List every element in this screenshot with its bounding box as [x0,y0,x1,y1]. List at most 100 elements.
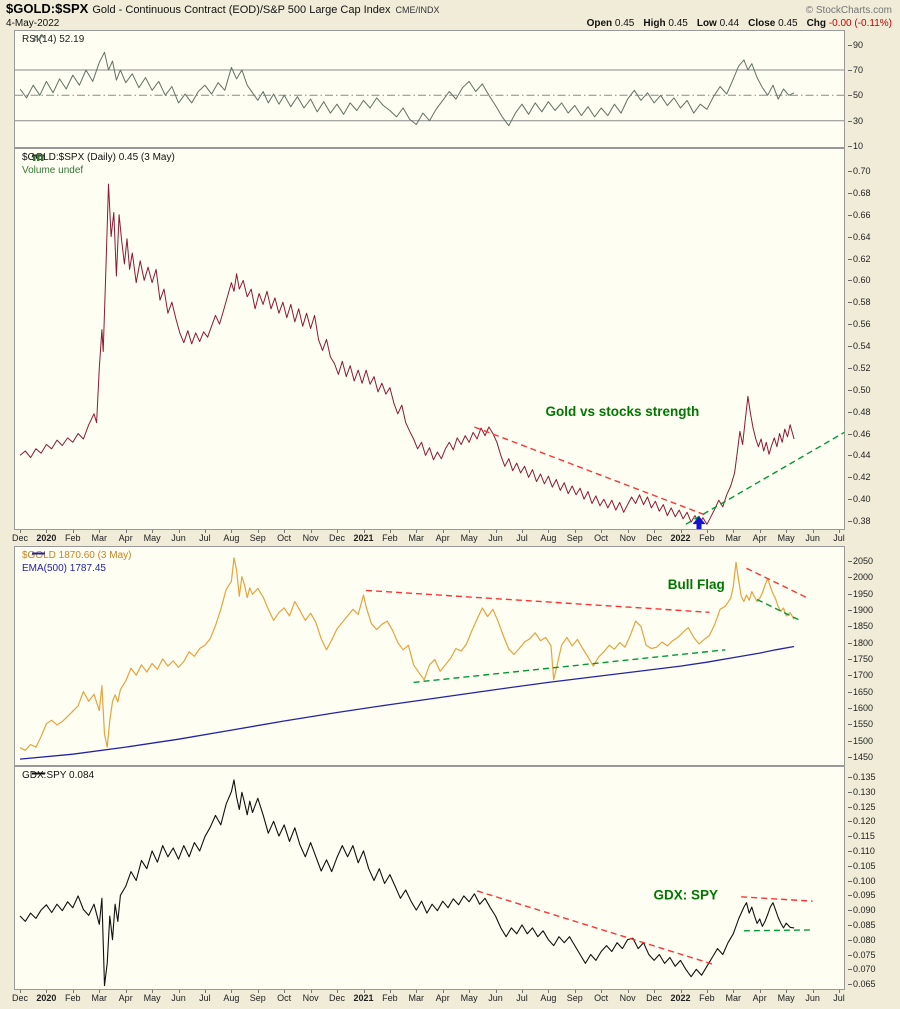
quote-low: Low 0.44 [696,18,740,29]
x-axis-label: May [143,993,161,1003]
x-axis-label: Nov [302,993,319,1003]
rsi-y-axis: 90 70 50 30 10 [847,30,900,151]
x-axis-label: Nov [302,533,319,543]
x-axis-label: Jun [488,533,503,543]
x-axis-label: Oct [277,993,292,1003]
x-axis-tick [337,990,338,993]
gold-plot: Bull Flag [14,546,845,766]
y-axis-tick-label: 0.52 [848,362,871,373]
gold-legend: $GOLD 1870.60 (3 May) EMA(500) 1787.45 [18,549,132,575]
x-axis-label: Sep [249,993,266,1003]
x-axis-tick [601,990,603,993]
quote-close: Close 0.45 [748,18,798,29]
copyright-notice: © StockCharts.com [805,5,892,16]
y-axis-tick-label: 1950 [847,588,874,599]
x-axis-label: Feb [65,533,81,543]
x-axis-tick [733,530,735,533]
x-axis-tick [786,530,788,533]
x-axis-tick [627,990,629,993]
x-axis-tick [20,990,21,993]
x-axis-tick [733,990,735,993]
quote-high: High 0.45 [643,18,688,29]
y-axis-tick-label: 10 [847,141,864,151]
gdx-legend-label: GDX:SPY 0.084 [22,770,95,781]
x-axis-label: Dec [646,533,663,543]
y-axis-tick-label: 0.64 [848,231,871,242]
x-axis-label: Jul [199,993,211,1003]
y-axis-tick-label: 0.115 [848,831,875,842]
y-axis-tick-label: 0.68 [848,187,871,198]
x-axis-label: Jun [805,533,820,543]
chart-annotation: GDX: SPY [654,888,719,903]
x-axis-tick [839,990,840,993]
x-axis-tick [20,530,21,533]
x-axis-label: Jun [488,993,503,1003]
y-axis-tick-label: 0.58 [848,297,871,308]
x-axis-tick [284,530,286,533]
rsi-legend: RSI(14) 52.19 [18,33,84,46]
x-axis-tick [389,990,391,993]
x-axis-label: May [460,533,478,543]
x-axis-tick [680,990,682,993]
x-axis-label: Feb [699,993,715,1003]
x-axis-label: Nov [619,993,636,1003]
x-axis-label: Feb [382,533,398,543]
y-axis-tick-label: 1850 [847,621,874,632]
x-axis-label: Jul [833,533,845,543]
x-axis-label: Aug [223,993,240,1003]
y-axis-tick-label: 1600 [847,702,874,713]
x-axis-label: Mar [408,533,425,543]
x-axis-tick [99,990,101,993]
x-axis-label: 2021 [353,533,374,543]
x-axis-tick [548,530,550,533]
y-axis-tick-label: 0.065 [848,979,876,990]
y-axis-tick-label: 2050 [847,556,874,566]
x-axis-label: Aug [223,533,240,543]
y-axis-tick-label: 90 [847,39,864,50]
x-axis-tick [46,530,48,533]
x-axis-tick [389,530,391,533]
ema-legend-label: EMA(500) 1787.45 [22,563,106,574]
x-axis-label: 2020 [36,533,57,543]
gdx-spy-plot: GDX: SPY [14,766,845,990]
gold-y-axis: 2050 2000 1950 1900 1850 1800 1750 1700 1650 1600… [847,546,900,766]
y-axis-tick-label: 0.120 [848,816,876,827]
x-axis-tick [759,530,761,533]
x-axis-label: Aug [540,533,557,543]
x-axis-tick [72,530,74,533]
x-axis-label: Jun [171,993,186,1003]
ratio-legend-label: $GOLD:$SPX (Daily) 0.45 (3 May) [22,152,175,163]
x-axis-label: Oct [594,533,609,543]
y-axis-tick-label: 1500 [847,735,874,746]
chart-annotation: Gold vs stocks strength [546,404,700,419]
x-axis-label: Apr [752,993,767,1003]
x-axis-tick [654,990,656,993]
y-axis-tick-label: 0.48 [848,406,871,417]
x-axis-label: Mar [408,993,425,1003]
x-axis-tick [812,530,814,533]
x-axis-tick [310,990,312,993]
x-axis-label: Apr [118,533,133,543]
x-axis-tick [72,990,74,993]
x-axis-tick [759,990,761,993]
x-axis-mid: Dec 2020 Feb Mar Apr May Jun Jul Aug Sep Oct Nov Dec… [0,530,900,546]
x-axis-label: Jul [516,533,528,543]
x-axis-tick [442,530,444,533]
x-axis-label: Mar [725,533,742,543]
ticker-symbol: $GOLD:$SPX [6,1,89,16]
y-axis-tick-label: 0.100 [848,875,876,886]
x-axis-label: Feb [382,993,398,1003]
ohlc-quote: Open 0.45 High 0.45 Low 0.44 Close 0.45 … [587,17,892,30]
x-axis-tick [257,530,259,533]
gdx-spy-panel: GDX: SPY 0.135 0.130 0.125 0.120 0.115 0.110 0… [0,766,900,990]
x-axis-label: Aug [540,993,557,1003]
quote-change: Chg -0.00 (-0.11%) [806,18,892,29]
x-axis-label: Apr [435,993,450,1003]
x-axis-label: 2020 [36,993,57,1003]
x-axis-tick [125,530,127,533]
y-axis-tick-label: 0.70 [848,166,871,176]
y-axis-tick-label: 2000 [847,572,874,583]
x-axis-tick [46,990,48,993]
x-axis-tick [310,530,312,533]
y-axis-tick-label: 0.38 [848,516,871,526]
